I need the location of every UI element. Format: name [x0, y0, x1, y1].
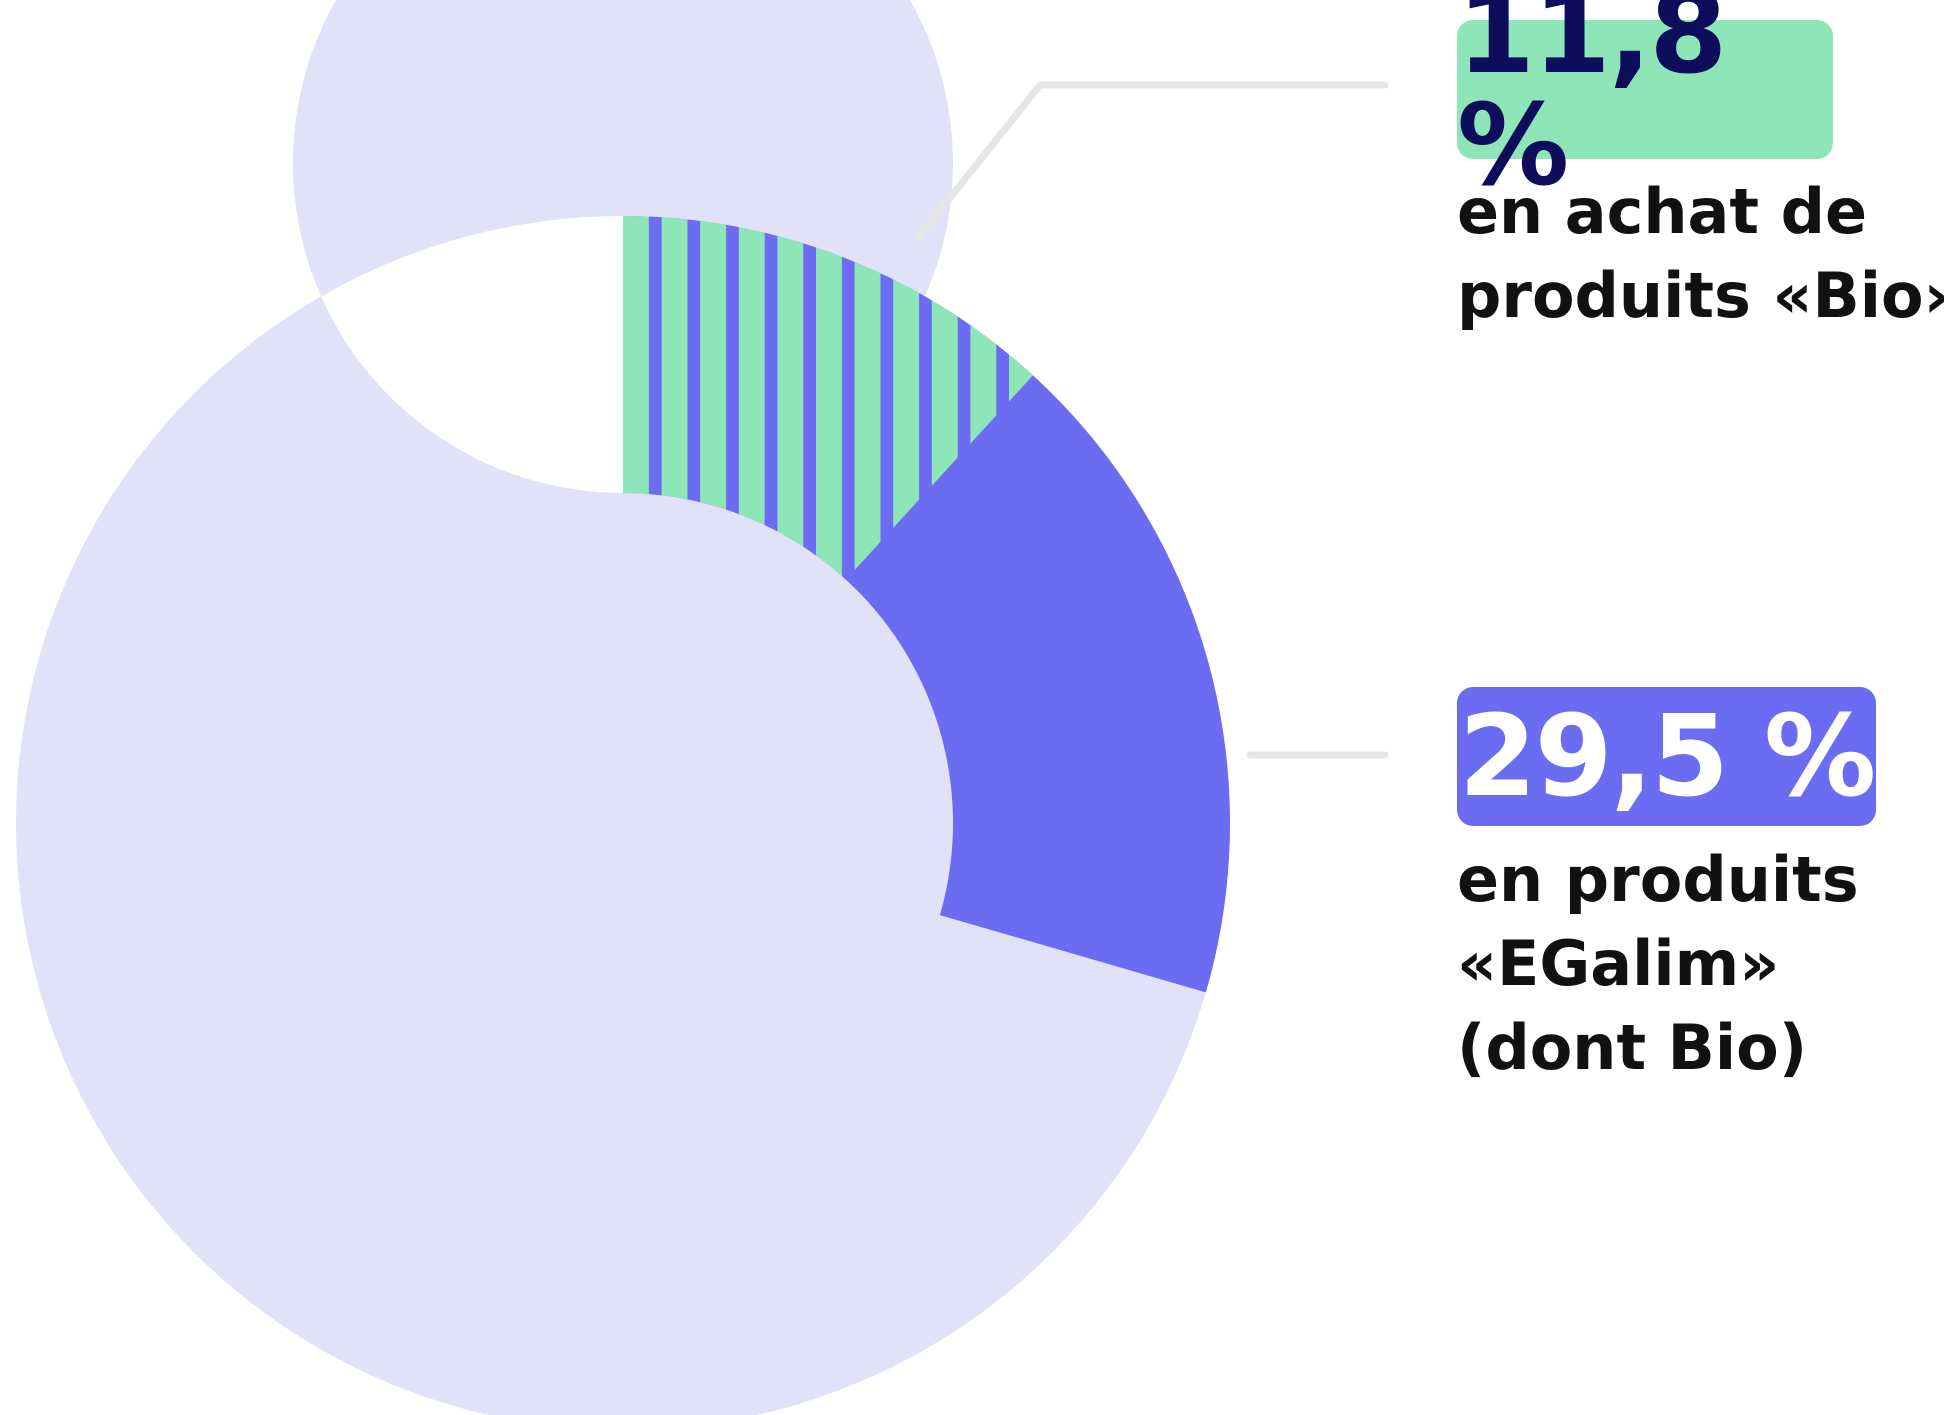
bio-description-line-1: en achat de [1457, 175, 1867, 248]
egalim-description-line-2: «EGalim» [1457, 927, 1780, 1000]
bio-segment [623, 216, 1033, 580]
egalim-percent-value: 29,5 % [1458, 691, 1877, 822]
bio-percent-value: 11,8 % [1457, 0, 1727, 211]
egalim-description-line-3: (dont Bio) [1457, 1011, 1808, 1084]
bio-description-line-2: produits «Bio» [1457, 259, 1944, 332]
bio-leader-line [914, 81, 1389, 242]
egalim-description: en produits «EGalim» (dont Bio) [1457, 838, 1859, 1090]
bio-percent-badge: 11,8 % [1457, 0, 1833, 202]
bio-description: en achat de produits «Bio» [1457, 170, 1944, 338]
egalim-percent-badge: 29,5 % [1457, 687, 1876, 826]
egalim-description-line-1: en produits [1457, 843, 1859, 916]
